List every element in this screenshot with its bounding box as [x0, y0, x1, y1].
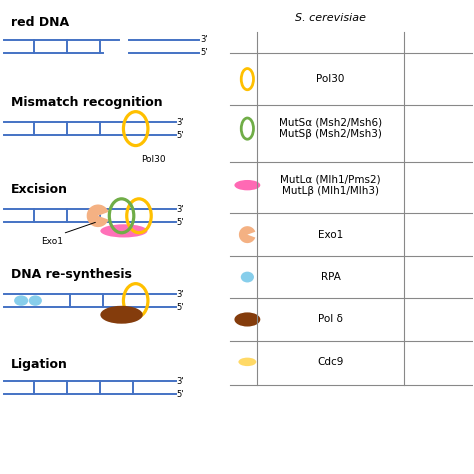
Ellipse shape [241, 272, 254, 283]
Text: S. cerevisiae: S. cerevisiae [295, 13, 366, 23]
Ellipse shape [100, 224, 147, 237]
Text: 3': 3' [177, 290, 184, 299]
Text: 3': 3' [177, 377, 184, 386]
Text: Pol30: Pol30 [316, 74, 345, 84]
Ellipse shape [235, 180, 260, 191]
Text: 3': 3' [177, 118, 184, 127]
Text: red DNA: red DNA [11, 16, 69, 29]
Text: Ligation: Ligation [11, 358, 68, 371]
Text: Pol δ: Pol δ [318, 314, 343, 325]
Ellipse shape [235, 312, 260, 327]
Text: 3': 3' [200, 35, 208, 44]
Text: DNA re-synthesis: DNA re-synthesis [11, 268, 132, 281]
Ellipse shape [238, 357, 256, 366]
Text: Exo1: Exo1 [318, 229, 343, 240]
Text: 5': 5' [200, 48, 208, 57]
Text: Mismatch recognition: Mismatch recognition [11, 96, 163, 109]
Text: 3': 3' [177, 205, 184, 214]
Text: 5': 5' [177, 218, 184, 227]
Wedge shape [239, 226, 255, 243]
Text: Pol30: Pol30 [141, 155, 166, 164]
Text: 5': 5' [177, 131, 184, 140]
Text: 5': 5' [177, 303, 184, 312]
Text: 5': 5' [177, 390, 184, 399]
Text: Polδ: Polδ [110, 310, 133, 319]
Ellipse shape [29, 295, 42, 306]
Text: Excision: Excision [11, 183, 68, 196]
Text: Exo1: Exo1 [41, 237, 64, 246]
Text: MutSα (Msh2/Msh6)
MutSβ (Msh2/Msh3): MutSα (Msh2/Msh6) MutSβ (Msh2/Msh3) [279, 118, 382, 139]
Wedge shape [87, 204, 109, 227]
Text: RPA: RPA [320, 272, 340, 282]
Ellipse shape [100, 306, 143, 324]
Ellipse shape [14, 295, 28, 306]
Text: Cdc9: Cdc9 [318, 357, 344, 367]
Text: MutLα (Mlh1/Pms2)
MutLβ (Mlh1/Mlh3): MutLα (Mlh1/Pms2) MutLβ (Mlh1/Mlh3) [280, 174, 381, 196]
